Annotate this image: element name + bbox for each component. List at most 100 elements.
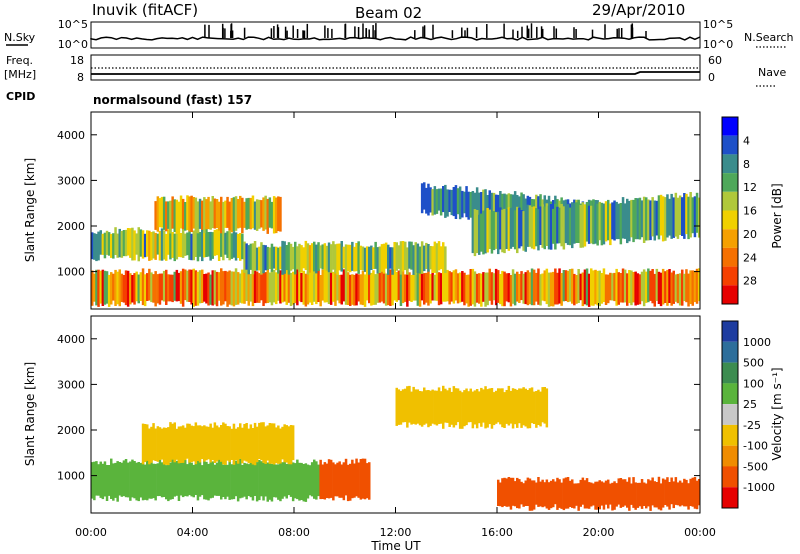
echo-cell: [234, 232, 238, 261]
echo-cell: [133, 461, 136, 499]
echo-cell: [486, 195, 489, 217]
echo-cell: [107, 274, 111, 307]
echo-cell: [439, 273, 443, 305]
echo-cell: [560, 273, 563, 306]
freq-left-tick-top: 18: [70, 54, 84, 67]
freq-left-tick-bottom: 8: [77, 71, 84, 84]
echo-cell: [552, 479, 555, 508]
echo-cell: [647, 268, 650, 303]
echo-cell: [188, 459, 191, 496]
echo-cell: [539, 391, 542, 427]
echo-cell: [296, 459, 299, 500]
echo-cell: [306, 464, 310, 499]
echo-cell: [141, 230, 145, 259]
echo-cell: [349, 244, 352, 273]
echo-cell: [623, 479, 627, 506]
echo-cell: [501, 478, 504, 508]
echo-cell: [359, 274, 363, 305]
echo-cell: [112, 463, 115, 501]
echo-cell: [241, 427, 244, 464]
echo-cell: [609, 483, 612, 505]
echo-cell: [456, 388, 460, 423]
echo-cell: [253, 422, 257, 466]
echo-cell: [251, 195, 255, 229]
colorbar-segment: [722, 210, 738, 230]
echo-cell: [148, 230, 151, 261]
echo-cell: [535, 391, 538, 428]
echo-cell: [129, 228, 132, 258]
noise-left-tick-top: 10^5: [58, 18, 88, 31]
echo-cell: [306, 243, 310, 275]
echo-cell: [285, 245, 288, 271]
echo-cell: [222, 422, 225, 465]
echo-cell: [209, 274, 212, 305]
echo-cell: [277, 196, 280, 232]
colorbar-tick-label: 24: [743, 251, 757, 264]
echo-cell: [253, 241, 257, 271]
echo-cell: [649, 200, 652, 241]
echo-cell: [291, 246, 295, 270]
echo-cell: [340, 274, 343, 305]
echo-cell: [120, 273, 124, 302]
echo-cell: [387, 244, 390, 275]
echo-cell: [594, 204, 597, 244]
echo-cell: [194, 270, 198, 306]
echo-cell: [156, 196, 160, 232]
echo-cell: [171, 232, 174, 258]
echo-cell: [226, 196, 229, 228]
echo-cell: [332, 271, 335, 302]
echo-cell: [329, 459, 333, 498]
echo-cell: [323, 243, 327, 272]
echo-cell: [499, 191, 502, 217]
echo-cell: [420, 391, 424, 427]
echo-cell: [604, 274, 608, 305]
echo-cell: [287, 426, 291, 465]
echo-cell: [393, 269, 396, 301]
echo-cell: [475, 273, 479, 303]
echo-cell: [516, 271, 519, 302]
echo-cell: [520, 388, 523, 428]
echo-cell: [376, 247, 379, 274]
echo-cell: [207, 463, 210, 501]
echo-cell: [160, 428, 164, 460]
echo-cell: [177, 230, 181, 257]
echo-cell: [526, 390, 530, 429]
echo-cell: [435, 390, 439, 426]
echo-cell: [222, 464, 225, 497]
echo-cell: [211, 232, 214, 259]
echo-cell: [439, 391, 443, 424]
echo-cell: [300, 273, 303, 303]
echo-cell: [575, 275, 578, 304]
echo-cell: [143, 233, 147, 258]
echo-cell: [530, 268, 534, 306]
echo-cell: [154, 201, 157, 230]
echo-cell: [494, 390, 498, 424]
echo-cell: [539, 274, 542, 306]
echo-cell: [501, 388, 504, 428]
echo-cell: [423, 245, 426, 272]
colorbar-segment: [722, 321, 738, 342]
echo-cell: [217, 427, 221, 460]
echo-cell: [404, 241, 407, 271]
echo-cell: [332, 241, 335, 270]
colorbar-segment: [722, 229, 738, 248]
echo-cell: [264, 195, 267, 230]
echo-cell: [685, 193, 688, 235]
echo-cell: [169, 200, 172, 234]
echo-cell: [126, 462, 130, 498]
echo-cell: [486, 208, 489, 253]
echo-cell: [524, 272, 527, 305]
velocity-panel: 1000 2000 3000 4000 00:00 04:00 08:00 12:00 16:…: [23, 315, 784, 553]
echo-cell: [196, 425, 200, 461]
echo-cell: [150, 272, 153, 303]
echo-cell: [488, 209, 491, 249]
echo-cell: [190, 195, 193, 232]
echo-cell: [158, 459, 162, 496]
echo-cell: [239, 233, 242, 261]
echo-cell: [308, 245, 312, 273]
echo-cell: [604, 201, 608, 242]
echo-cell: [437, 188, 441, 211]
echo-cell: [156, 426, 160, 462]
echo-cell: [387, 271, 390, 306]
time-axis-label: Time UT: [370, 539, 421, 553]
